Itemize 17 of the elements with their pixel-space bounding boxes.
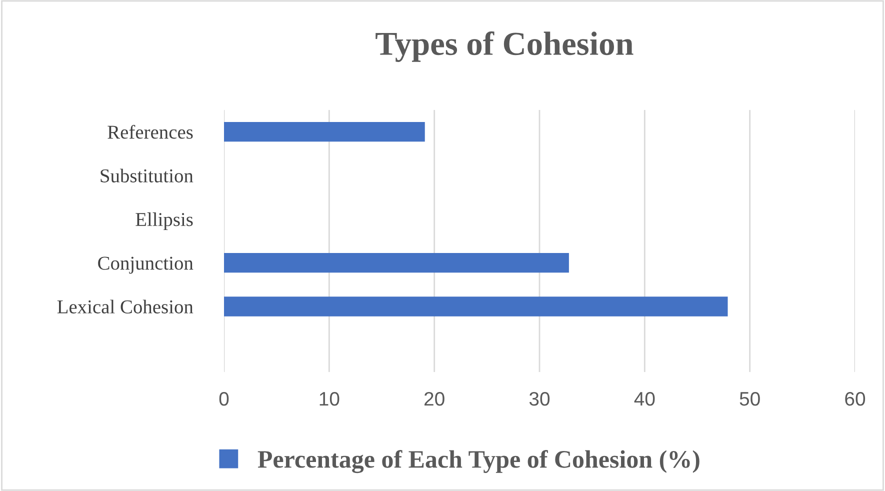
x-tick-label: 0: [219, 392, 229, 406]
x-tick-label: 10: [320, 392, 340, 406]
x-tick-label: 30: [529, 392, 550, 406]
legend-label: Percentage of Each Type of Cohesion (%): [258, 450, 700, 474]
x-tick-label: 20: [424, 392, 444, 406]
x-tick-label: 60: [845, 392, 866, 406]
y-tick-label: Lexical Cohesion: [57, 300, 194, 314]
y-tick-label: References: [108, 124, 193, 139]
y-tick-label: Conjunction: [98, 256, 194, 274]
bar: [224, 253, 569, 273]
chart-title: Types of Cohesion: [376, 31, 634, 62]
y-tick-label: Substitution: [100, 168, 194, 182]
y-tick-label: Ellipsis: [136, 212, 193, 230]
bar: [224, 122, 425, 142]
x-tick-label: 50: [740, 392, 760, 406]
x-tick-label: 40: [634, 392, 655, 406]
bar: [224, 296, 728, 316]
